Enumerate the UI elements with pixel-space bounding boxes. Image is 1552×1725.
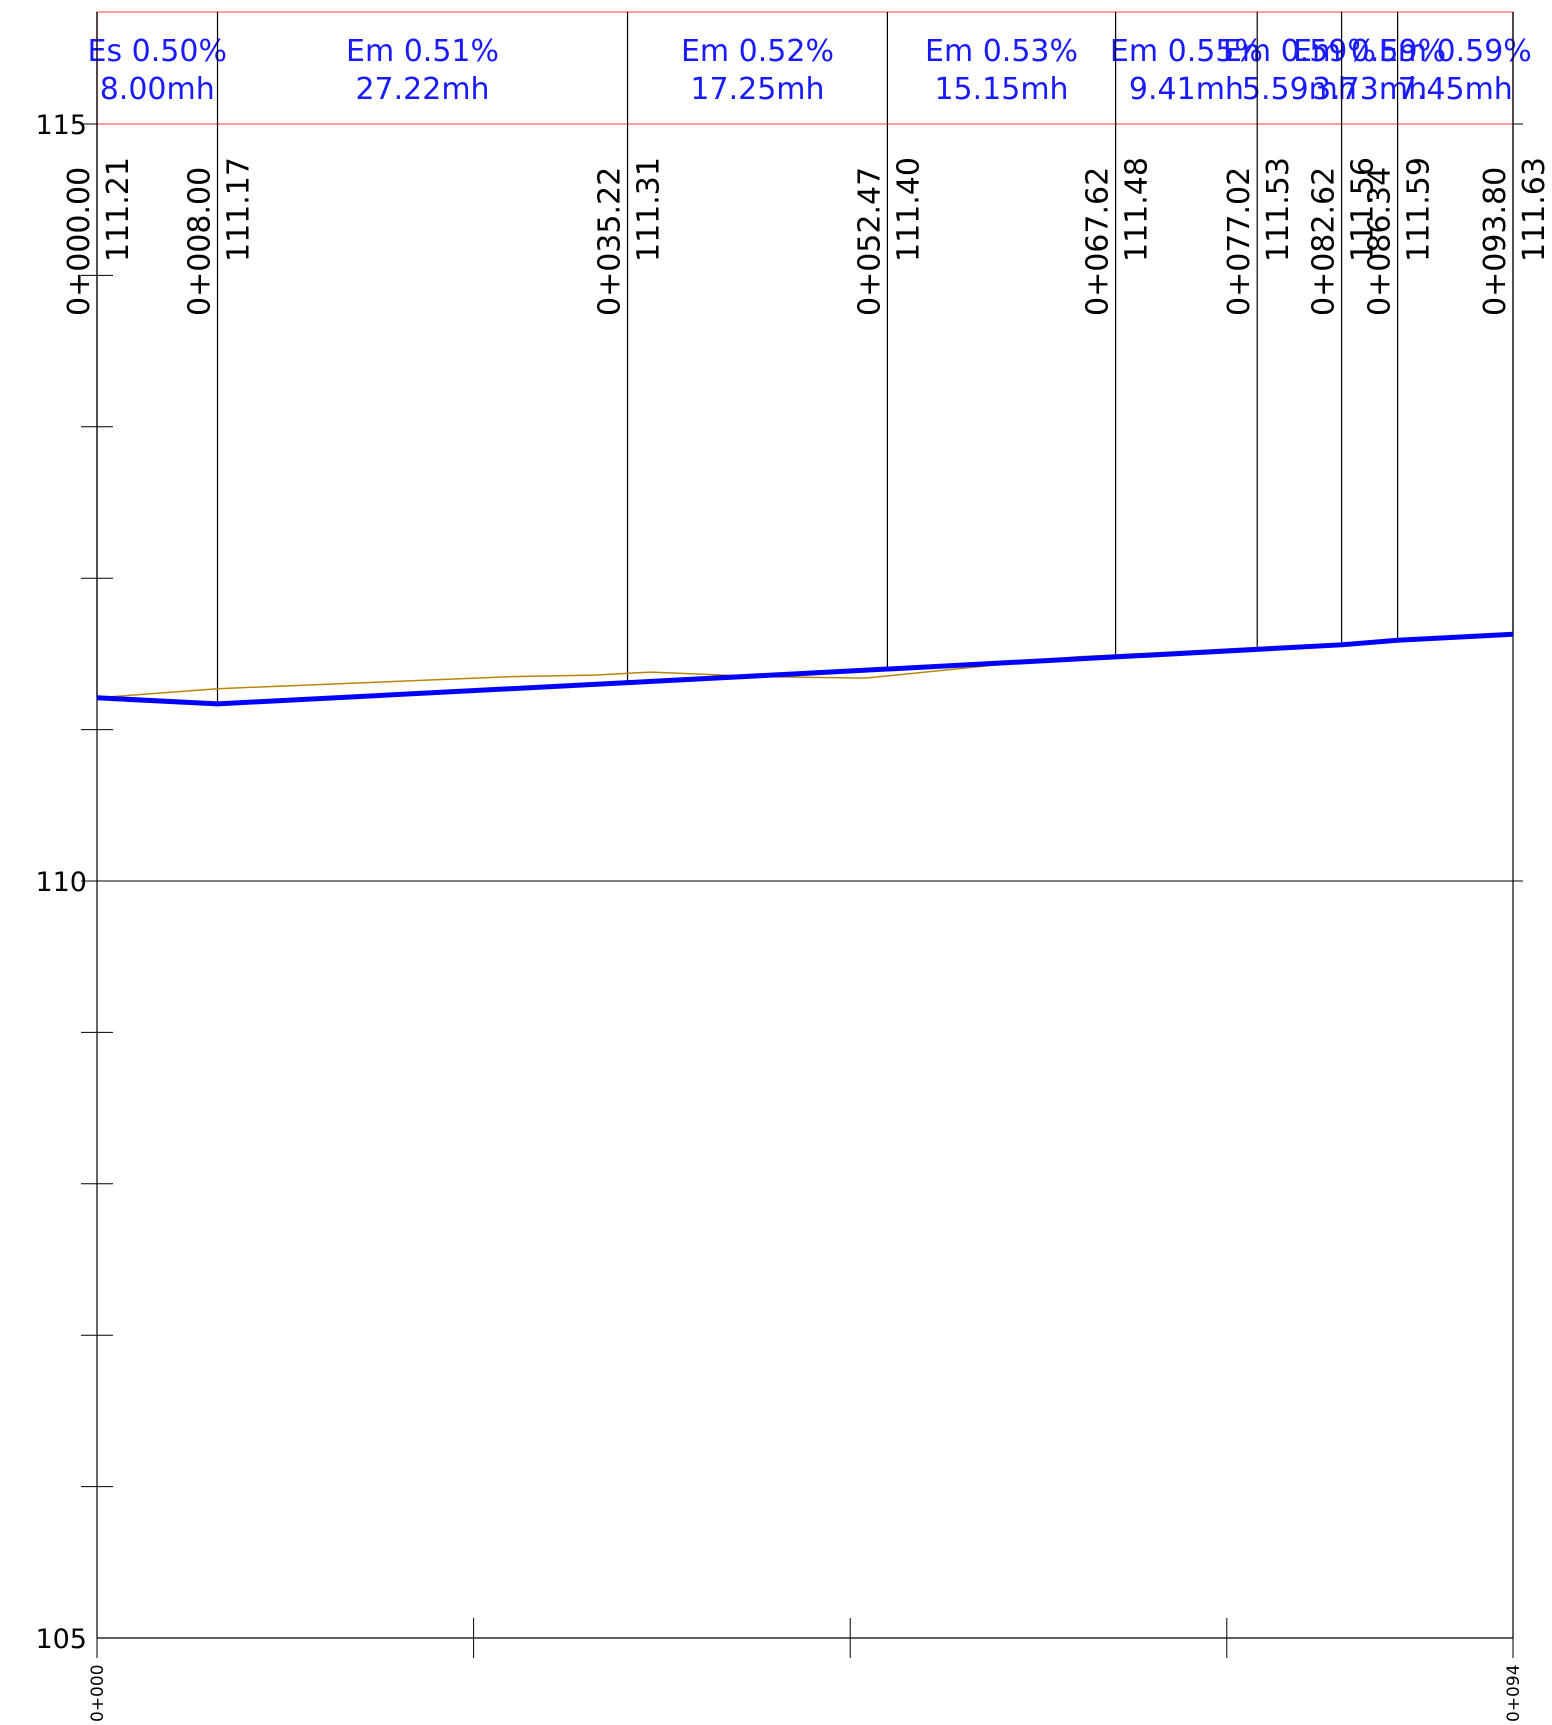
elevation-label: 111.40 <box>891 157 926 262</box>
station-label: 0+086.34 <box>1363 167 1398 316</box>
segment-length: 15.15mh <box>934 72 1068 107</box>
station-label: 0+052.47 <box>852 167 887 316</box>
y-tick-label: 115 <box>35 110 87 141</box>
elevation-label: 111.59 <box>1402 157 1437 262</box>
segment-length: 8.00mh <box>100 72 215 107</box>
segment-slope: Em 0.55% <box>1110 34 1263 69</box>
segment-length: 27.22mh <box>355 72 489 107</box>
x-end-label: 0+094 <box>1504 1664 1524 1722</box>
segment-slope: Em 0.53% <box>925 34 1078 69</box>
station-label: 0+000.00 <box>62 167 97 316</box>
x-start-label: 0+000 <box>88 1664 108 1722</box>
segment-slope: Em 0.51% <box>346 34 499 69</box>
ground-line <box>96 633 1514 699</box>
segment-slope: Em 0.59% <box>1379 34 1532 69</box>
segment-slope: Em 0.59% <box>1293 34 1446 69</box>
pipe-invert-line <box>96 631 1514 707</box>
station-label: 0+077.02 <box>1222 167 1257 316</box>
elevation-label: 111.53 <box>1261 157 1296 262</box>
segment-length: 17.25mh <box>690 72 824 107</box>
profile-lines <box>96 631 1514 707</box>
segment-slope: Es 0.50% <box>88 34 227 69</box>
station-label: 0+067.62 <box>1081 167 1116 316</box>
station-labels: 0+000.00 111.21 0+008.00 111.17 0+035.22 111.… <box>62 157 1552 316</box>
segment-length: 7.45mh <box>1398 72 1513 107</box>
station-label: 0+008.00 <box>183 167 218 316</box>
segment-slope: Em 0.52% <box>681 34 834 69</box>
elevation-label: 111.21 <box>101 157 136 262</box>
elevation-label: 111.17 <box>222 157 257 262</box>
station-label: 0+093.80 <box>1478 167 1513 316</box>
elevation-label: 111.31 <box>632 157 667 262</box>
segment-length: 9.41mh <box>1129 72 1244 107</box>
segment-length: 5.59mh <box>1242 72 1357 107</box>
elevation-label: 111.48 <box>1120 157 1155 262</box>
y-tick-label: 105 <box>35 1624 87 1655</box>
station-label: 0+035.22 <box>593 167 628 316</box>
segment-length: 3.73mh <box>1312 72 1427 107</box>
y-tick-label: 110 <box>35 867 87 898</box>
pipe-info-band: Es 0.50%8.00mh Em 0.51%27.22mh Em 0.52%17.… <box>88 11 1532 125</box>
manhole-lines <box>96 12 1514 704</box>
elevation-label: 111.56 <box>1346 157 1381 262</box>
elevation-label: 111.63 <box>1517 157 1552 262</box>
segment-slope: Em 0.59% <box>1223 34 1376 69</box>
station-label: 0+082.62 <box>1307 167 1342 316</box>
